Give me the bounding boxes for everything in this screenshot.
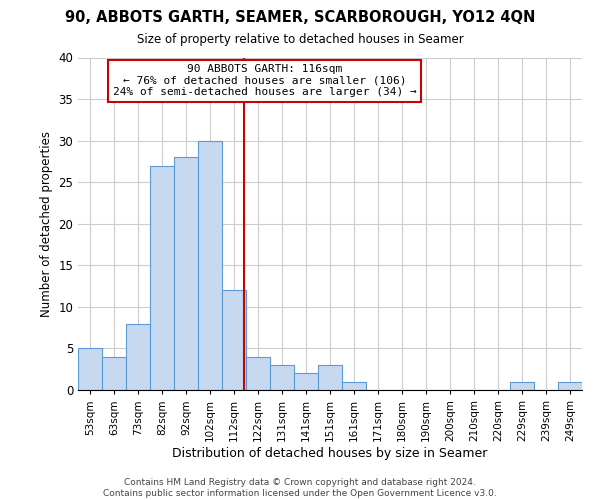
Bar [102, 357, 126, 390]
Bar [246, 357, 270, 390]
Bar [294, 374, 318, 390]
X-axis label: Distribution of detached houses by size in Seamer: Distribution of detached houses by size … [172, 446, 488, 460]
Y-axis label: Number of detached properties: Number of detached properties [40, 130, 53, 317]
Bar [198, 140, 222, 390]
Bar [222, 290, 246, 390]
Bar [318, 365, 342, 390]
Text: Contains HM Land Registry data © Crown copyright and database right 2024.
Contai: Contains HM Land Registry data © Crown c… [103, 478, 497, 498]
Text: 90 ABBOTS GARTH: 116sqm
← 76% of detached houses are smaller (106)
24% of semi-d: 90 ABBOTS GARTH: 116sqm ← 76% of detache… [113, 64, 416, 98]
Bar [174, 157, 198, 390]
Bar [126, 324, 150, 390]
Bar [78, 348, 102, 390]
Text: 90, ABBOTS GARTH, SEAMER, SCARBOROUGH, YO12 4QN: 90, ABBOTS GARTH, SEAMER, SCARBOROUGH, Y… [65, 10, 535, 25]
Bar [510, 382, 534, 390]
Bar [342, 382, 366, 390]
Bar [558, 382, 582, 390]
Bar [270, 365, 294, 390]
Bar [150, 166, 174, 390]
Text: Size of property relative to detached houses in Seamer: Size of property relative to detached ho… [137, 32, 463, 46]
